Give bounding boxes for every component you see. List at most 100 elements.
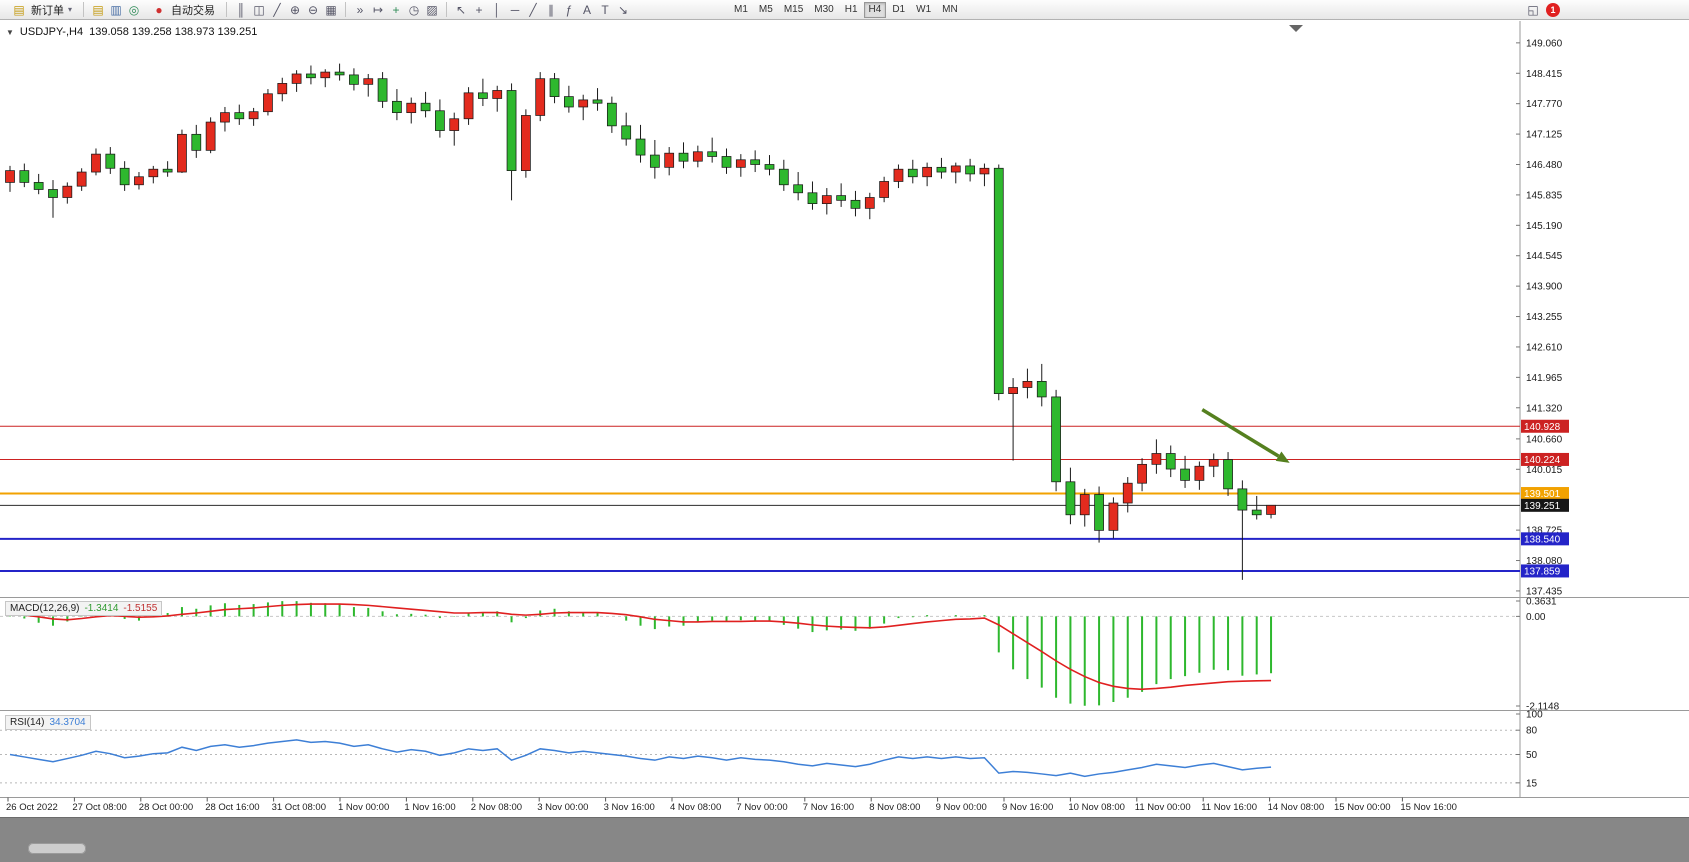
candle-body [5, 170, 15, 183]
trendline-icon[interactable]: ╱ [529, 2, 537, 17]
window-restore-icon[interactable]: ◱ [1527, 3, 1539, 17]
candle-body [735, 159, 746, 168]
chart-tools-icon-group: » ↦ + ◷ ▨ [351, 2, 441, 18]
timeframe-h1-button[interactable]: H1 [840, 2, 863, 18]
macd-axis-label: 0.3631 [1526, 597, 1557, 608]
ohlc-values: 139.058 139.258 138.973 139.251 [89, 26, 258, 38]
candle-body [1237, 488, 1248, 511]
price-tag-139.501 [1521, 487, 1569, 501]
time-axis-label: 15 Nov 00:00 [1334, 802, 1391, 813]
timeframe-d1-button[interactable]: D1 [887, 2, 910, 18]
new-order-button[interactable]: ▤ 新订单 ▾ [4, 1, 78, 19]
timeframe-m1-button[interactable]: M1 [729, 2, 753, 18]
timeframe-mn-button[interactable]: MN [937, 2, 963, 18]
bar-chart-type-icon[interactable]: ║ [236, 2, 246, 17]
notification-badge[interactable]: 1 [1546, 3, 1560, 17]
macd-indicator-label: MACD(12,26,9) -1.3414 -1.5155 [5, 601, 163, 616]
one-click-trading-toggle-icon[interactable]: ▼ [6, 27, 14, 37]
market-watch-icon[interactable]: ▤ [92, 2, 104, 17]
symbol-header: ▼ USDJPY-,H4 139.058 139.258 138.973 139… [6, 26, 257, 38]
panels-icon-group: ▤ ▥ ◎ [89, 2, 143, 18]
templates-icon[interactable]: ▨ [426, 2, 438, 17]
rsi-value: 34.3704 [49, 717, 86, 728]
chart-shift-marker[interactable] [1289, 25, 1303, 32]
time-axis-label: 1 Nov 16:00 [404, 802, 455, 813]
time-axis-label: 31 Oct 08:00 [272, 802, 326, 813]
candle-body [363, 78, 374, 85]
navigator-icon[interactable]: ◎ [128, 2, 140, 17]
timeframe-m30-button[interactable]: M30 [809, 2, 838, 18]
indicators-icon[interactable]: + [392, 2, 400, 17]
cursor-icon[interactable]: ↖ [455, 2, 467, 17]
periods-list-icon[interactable]: ◷ [408, 2, 420, 17]
price-tag-140.928 [1521, 419, 1569, 433]
candle-body [1094, 494, 1104, 531]
candle-body [76, 171, 87, 187]
zoom-in-icon[interactable]: ⊕ [289, 2, 301, 17]
channel-icon[interactable]: ∥ [548, 2, 555, 17]
price-tick-label: 143.255 [1526, 312, 1563, 323]
candle-body [220, 112, 230, 123]
arrow-annotation-head[interactable] [1275, 451, 1290, 463]
text-icon[interactable]: A [583, 2, 592, 17]
macd-signal-value: -1.5155 [123, 603, 158, 614]
data-window-icon[interactable]: ▥ [110, 2, 122, 17]
macd-signal-line [9, 603, 1272, 691]
macd-name: MACD(12,26,9) [10, 603, 80, 614]
candle-body [621, 125, 632, 140]
candle-body [1008, 387, 1018, 395]
scrollbar-thumb[interactable] [28, 843, 86, 854]
autotrading-button[interactable]: ● 自动交易 [144, 1, 221, 19]
macd-axis-label: 0.00 [1526, 612, 1546, 623]
arrows-icon[interactable]: ↘ [617, 2, 629, 17]
candle-body [836, 195, 847, 201]
price-tag-text: 139.251 [1524, 501, 1561, 512]
chart-canvas[interactable]: 149.060 148.415 147.770 147.125 146.480 145.8… [0, 20, 1689, 817]
text-label-icon[interactable]: T [601, 2, 609, 17]
price-tag-text: 137.859 [1524, 566, 1561, 577]
timeframe-w1-button[interactable]: W1 [911, 2, 936, 18]
timeframe-h4-button[interactable]: H4 [863, 1, 887, 18]
horizontal-line-icon[interactable]: ─ [510, 2, 520, 17]
candle-body [692, 151, 703, 162]
time-axis-label: 15 Nov 16:00 [1400, 802, 1457, 813]
macd-main-value: -1.3414 [84, 603, 119, 614]
time-axis-label: 28 Oct 00:00 [139, 802, 193, 813]
price-tag-139.251 [1521, 498, 1569, 512]
arrow-annotation-shaft[interactable] [1201, 408, 1280, 458]
vertical-line-icon[interactable]: │ [493, 2, 501, 17]
toolbar-right-group: ◱ 1 [1524, 2, 1560, 18]
candle-chart-type-icon[interactable]: ◫ [253, 2, 265, 17]
candle-body [864, 197, 875, 209]
candle-body [1194, 465, 1205, 481]
price-tick-label: 148.415 [1526, 69, 1563, 80]
candle-body [119, 167, 130, 186]
rsi-indicator-label: RSI(14) 34.3704 [5, 715, 91, 730]
time-axis-label: 11 Nov 00:00 [1135, 802, 1191, 813]
line-chart-type-icon[interactable]: ╱ [273, 2, 281, 17]
candle-body [1108, 502, 1119, 531]
macd-axis-label: -2.1148 [1526, 702, 1560, 713]
candle-body [478, 92, 488, 99]
timeframe-m15-button[interactable]: M15 [779, 2, 808, 18]
chart-shift-icon[interactable]: ↦ [372, 2, 384, 17]
time-axis-label: 1 Nov 00:00 [338, 802, 389, 813]
price-tick-label: 144.545 [1526, 251, 1563, 262]
candle-body [406, 102, 417, 114]
candle-body [664, 152, 675, 168]
price-tag-text: 140.224 [1524, 455, 1561, 466]
candle-body [807, 192, 818, 205]
price-tick-label: 138.725 [1526, 526, 1563, 537]
candle-body [449, 118, 460, 131]
tile-windows-icon[interactable]: ▦ [325, 2, 337, 17]
crosshair-icon[interactable]: + [475, 2, 483, 17]
zoom-out-icon[interactable]: ⊖ [307, 2, 319, 17]
timeframe-m5-button[interactable]: M5 [754, 2, 778, 18]
candle-body [1151, 453, 1162, 465]
candle-body [793, 184, 804, 194]
toolbar-separator [345, 2, 347, 17]
candle-body [549, 78, 560, 97]
fibonacci-icon[interactable]: ƒ [565, 2, 573, 17]
auto-scroll-icon[interactable]: » [356, 2, 364, 17]
price-tick-label: 146.480 [1526, 160, 1563, 171]
